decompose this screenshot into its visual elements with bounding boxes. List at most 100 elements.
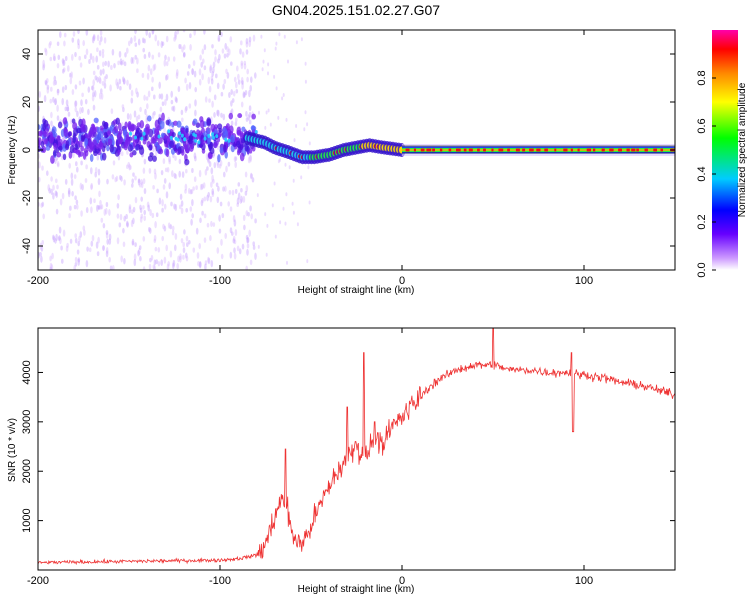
noise-speckle <box>237 73 240 81</box>
noise-speckle <box>303 127 306 132</box>
x-tick-label: -100 <box>209 275 231 287</box>
noise-speckle <box>115 175 119 182</box>
noise-speckle <box>148 167 152 174</box>
band-cell <box>72 122 78 130</box>
noise-speckle <box>66 104 69 112</box>
noise-speckle <box>273 181 276 186</box>
band-cell <box>237 113 243 119</box>
noise-speckle <box>203 30 206 35</box>
noise-speckle <box>254 252 257 260</box>
band-cell <box>96 126 101 134</box>
noise-speckle <box>69 238 73 244</box>
noise-speckle <box>128 204 132 210</box>
noise-speckle <box>89 53 93 60</box>
noise-speckle <box>131 56 135 64</box>
noise-speckle <box>212 178 215 184</box>
noise-speckle <box>61 97 64 106</box>
band-cell <box>219 147 224 154</box>
noise-speckle <box>79 62 83 68</box>
noise-speckle <box>96 34 100 42</box>
spectrogram-xlabel: Height of straight line (km) <box>298 285 415 296</box>
y-tick-label: 0 <box>21 147 33 153</box>
noise-speckle <box>103 76 107 84</box>
noise-speckle <box>234 161 237 169</box>
noise-speckle <box>182 242 185 248</box>
noise-speckle <box>44 47 47 53</box>
band-cell <box>80 123 86 133</box>
noise-speckle <box>91 94 95 102</box>
noise-speckle <box>108 238 112 245</box>
noise-speckle <box>126 47 129 54</box>
noise-speckle <box>180 109 184 116</box>
noise-speckle <box>98 190 101 198</box>
noise-speckle <box>130 97 134 104</box>
noise-speckle <box>159 106 163 113</box>
carrier-peak <box>631 148 636 152</box>
noise-speckle <box>130 89 134 97</box>
noise-speckle <box>112 160 116 166</box>
noise-speckle <box>208 85 212 93</box>
noise-speckle <box>42 64 45 71</box>
noise-speckle <box>179 255 182 263</box>
noise-speckle <box>306 122 309 127</box>
noise-speckle <box>149 68 153 76</box>
noise-speckle <box>54 97 57 106</box>
noise-speckle <box>201 73 204 81</box>
noise-speckle <box>244 171 248 178</box>
noise-speckle <box>295 124 298 128</box>
noise-speckle <box>306 259 309 264</box>
noise-speckle <box>56 161 60 167</box>
noise-speckle <box>178 158 182 165</box>
carrier-peak <box>448 148 452 152</box>
band-cell <box>129 152 134 158</box>
noise-speckle <box>236 65 239 72</box>
band-cell <box>78 140 83 148</box>
noise-speckle <box>234 188 238 194</box>
band-cell <box>250 125 256 131</box>
noise-speckle <box>229 251 233 259</box>
noise-speckle <box>49 266 53 270</box>
noise-speckle <box>260 34 263 39</box>
noise-speckle <box>194 155 197 162</box>
band-cell <box>184 158 190 166</box>
band-cell <box>225 123 230 130</box>
noise-speckle <box>233 76 237 83</box>
band-cell <box>88 130 92 139</box>
noise-speckle <box>67 111 71 117</box>
noise-speckle <box>90 182 93 190</box>
noise-speckle <box>143 38 146 44</box>
noise-speckle <box>207 257 211 265</box>
noise-speckle <box>181 171 185 178</box>
band-cell <box>62 153 67 161</box>
noise-speckle <box>266 223 269 228</box>
noise-speckle <box>82 77 85 85</box>
noise-speckle <box>235 81 238 89</box>
noise-speckle <box>183 51 186 57</box>
noise-speckle <box>271 203 274 208</box>
noise-speckle <box>210 78 214 85</box>
noise-speckle <box>142 47 145 53</box>
band-cell <box>236 149 241 156</box>
noise-speckle <box>52 80 56 86</box>
noise-speckle <box>185 255 189 262</box>
noise-speckle <box>228 190 232 195</box>
noise-speckle <box>229 206 233 212</box>
noise-speckle <box>134 242 137 247</box>
noise-speckle <box>235 117 238 123</box>
noise-speckle <box>99 30 103 36</box>
noise-speckle <box>158 113 161 119</box>
noise-speckle <box>116 213 120 219</box>
noise-speckle <box>230 108 234 115</box>
noise-speckle <box>147 64 151 72</box>
noise-speckle <box>136 57 139 65</box>
noise-speckle <box>222 186 225 192</box>
noise-speckle <box>254 72 257 79</box>
band-cell <box>99 125 104 131</box>
noise-speckle <box>171 106 174 111</box>
noise-speckle <box>92 70 96 76</box>
noise-speckle <box>170 99 174 105</box>
noise-speckle <box>249 84 252 92</box>
noise-speckle <box>211 44 214 49</box>
noise-speckle <box>175 72 179 80</box>
noise-speckle <box>41 240 44 245</box>
